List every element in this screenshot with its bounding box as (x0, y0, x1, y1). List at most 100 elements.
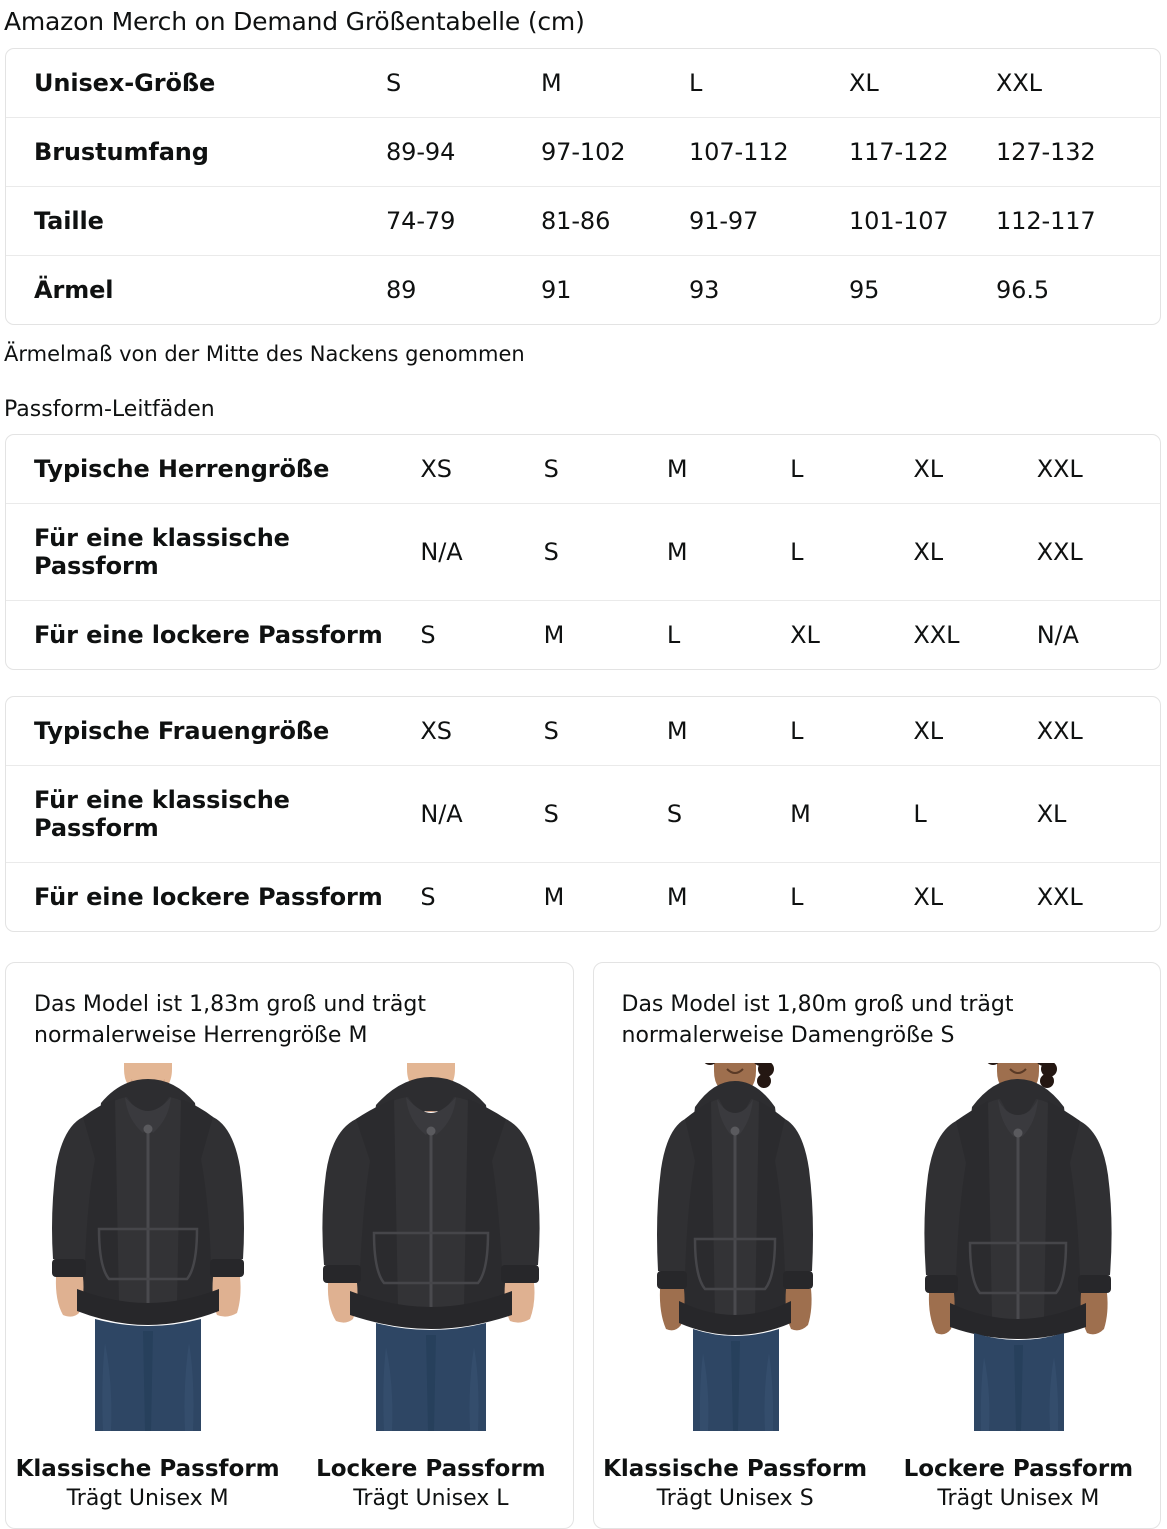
table-row: Für eine lockere Passform S M L XL XXL N… (6, 600, 1160, 669)
table-row: Taille 74-79 81-86 91-97 101-107 112-117 (6, 186, 1160, 256)
cell-sleeve-xl: 95 (849, 255, 996, 324)
page-title: Amazon Merch on Demand Größentabelle (cm… (4, 7, 585, 36)
cell-mens-relaxed-2: L (666, 600, 791, 669)
mens-model-card: Das Model ist 1,83m groß und trägt norma… (5, 962, 574, 1529)
unisex-size-header: Unisex-Größe (34, 69, 216, 97)
cell-womens-relaxed-1: M (543, 862, 667, 931)
table-row: Typische Herrengröße XS S M L XL XXL (6, 435, 1160, 504)
cell-mens-classic-5: XXL (1036, 503, 1160, 601)
cell-womens-typical-2: M (666, 717, 688, 745)
cell-chest-xl: 117-122 (849, 117, 996, 187)
cell-mens-relaxed-1: M (543, 600, 667, 669)
cell-sleeve-xxl: 96.5 (996, 255, 1160, 324)
fit-guides-label: Passform-Leitfäden (4, 397, 215, 422)
mens-fit-table-card: Typische Herrengröße XS S M L XL XXL Für… (5, 434, 1161, 670)
womens-fit-table-card: Typische Frauengröße XS S M L XL XXL Für… (5, 696, 1161, 932)
cell-womens-typical-4: XL (913, 717, 944, 745)
cell-mens-relaxed-4: XXL (913, 600, 1037, 669)
cell-waist-xl: 101-107 (849, 186, 996, 256)
model-cards-row: Das Model ist 1,83m groß und trägt norma… (5, 962, 1161, 1529)
cell-chest-xxl: 127-132 (996, 117, 1160, 187)
womens-classic-fit-figure-wrap (594, 1061, 877, 1431)
row-label-womens-classic-fit: Für eine klassische Passform (6, 765, 421, 863)
size-col-xxl: XXL (996, 69, 1042, 97)
mens-classic-fit-title: Klassische Passform (15, 1456, 280, 1482)
cell-mens-relaxed-3: XL (790, 600, 914, 669)
womens-fit-table: Typische Frauengröße XS S M L XL XXL Für… (6, 697, 1160, 931)
sleeve-measurement-note: Ärmelmaß von der Mitte des Nackens genom… (4, 342, 525, 366)
cell-womens-relaxed-0: S (420, 862, 544, 931)
cell-mens-classic-2: M (666, 503, 791, 601)
row-label-sleeve: Ärmel (6, 255, 386, 324)
cell-waist-xxl: 112-117 (996, 186, 1160, 256)
table-row: Unisex-Größe S M L XL XXL (6, 49, 1160, 118)
cell-mens-classic-1: S (543, 503, 667, 601)
cell-mens-relaxed-5: N/A (1036, 600, 1160, 669)
mens-relaxed-fit-photo (305, 1063, 556, 1431)
measurement-table-card: Unisex-Größe S M L XL XXL Brustumfang 89… (5, 48, 1161, 325)
cell-womens-typical-5: XXL (1036, 717, 1083, 745)
cell-mens-typical-3: L (790, 455, 804, 483)
cell-womens-typical-0: XS (420, 717, 452, 745)
womens-model-figures (594, 1061, 1161, 1431)
cell-mens-typical-4: XL (913, 455, 944, 483)
row-label-mens-relaxed-fit: Für eine lockere Passform (6, 600, 421, 669)
cell-sleeve-m: 91 (541, 255, 689, 324)
cell-womens-typical-3: L (790, 717, 804, 745)
cell-chest-s: 89-94 (386, 117, 541, 187)
mens-classic-fit-photo (22, 1063, 273, 1431)
size-col-s: S (386, 69, 402, 97)
table-row: Für eine klassische Passform N/A S M L X… (6, 503, 1160, 601)
cell-waist-l: 91-97 (689, 186, 849, 256)
womens-fit-labels: Klassische Passform Trägt Unisex S Locke… (594, 1454, 1161, 1514)
mens-classic-fit-figure-wrap (6, 1061, 289, 1431)
cell-womens-classic-0: N/A (420, 765, 544, 863)
size-col-l: L (689, 69, 703, 97)
mens-fit-table: Typische Herrengröße XS S M L XL XXL Für… (6, 435, 1160, 669)
mens-relaxed-fit-label: Lockere Passform Trägt Unisex L (289, 1454, 572, 1514)
row-label-typical-womens-size: Typische Frauengröße (34, 717, 330, 745)
mens-relaxed-fit-title: Lockere Passform (316, 1456, 546, 1482)
cell-womens-classic-1: S (543, 765, 667, 863)
cell-womens-classic-2: S (666, 765, 791, 863)
mens-model-description: Das Model ist 1,83m groß und trägt norma… (34, 992, 426, 1048)
cell-mens-typical-0: XS (420, 455, 452, 483)
womens-relaxed-fit-size: Trägt Unisex M (937, 1486, 1100, 1511)
mens-fit-labels: Klassische Passform Trägt Unisex M Locke… (6, 1454, 573, 1514)
row-label-waist: Taille (6, 186, 386, 256)
cell-chest-m: 97-102 (541, 117, 689, 187)
cell-mens-typical-5: XXL (1036, 455, 1083, 483)
mens-classic-fit-size: Trägt Unisex M (66, 1486, 229, 1511)
table-row: Für eine klassische Passform N/A S S M L… (6, 765, 1160, 863)
cell-mens-typical-2: M (666, 455, 688, 483)
cell-mens-typical-1: S (543, 455, 559, 483)
cell-waist-m: 81-86 (541, 186, 689, 256)
womens-classic-fit-label: Klassische Passform Trägt Unisex S (594, 1454, 877, 1514)
womens-model-card: Das Model ist 1,80m groß und trägt norma… (592, 962, 1161, 1529)
cell-womens-typical-1: S (543, 717, 559, 745)
cell-sleeve-s: 89 (386, 255, 541, 324)
mens-relaxed-fit-figure-wrap (289, 1061, 572, 1431)
mens-relaxed-fit-size: Trägt Unisex L (353, 1486, 509, 1511)
womens-relaxed-fit-title: Lockere Passform (903, 1456, 1134, 1482)
womens-classic-fit-photo (615, 1063, 856, 1431)
cell-mens-classic-3: L (790, 503, 914, 601)
row-label-womens-relaxed-fit: Für eine lockere Passform (6, 862, 421, 931)
cell-womens-relaxed-3: L (790, 862, 914, 931)
womens-relaxed-fit-photo (898, 1063, 1139, 1431)
row-label-typical-mens-size: Typische Herrengröße (34, 455, 330, 483)
table-row: Für eine lockere Passform S M M L XL XXL (6, 862, 1160, 931)
cell-womens-classic-4: L (913, 765, 1037, 863)
womens-classic-fit-title: Klassische Passform (603, 1456, 868, 1482)
cell-chest-l: 107-112 (689, 117, 849, 187)
cell-womens-classic-5: XL (1036, 765, 1160, 863)
mens-model-figures (6, 1061, 573, 1431)
womens-relaxed-fit-figure-wrap (877, 1061, 1160, 1431)
womens-model-description: Das Model ist 1,80m groß und trägt norma… (621, 992, 1014, 1048)
cell-mens-classic-4: XL (913, 503, 1037, 601)
cell-mens-relaxed-0: S (420, 600, 544, 669)
row-label-mens-classic-fit: Für eine klassische Passform (6, 503, 421, 601)
cell-womens-relaxed-2: M (666, 862, 791, 931)
cell-mens-classic-0: N/A (420, 503, 544, 601)
